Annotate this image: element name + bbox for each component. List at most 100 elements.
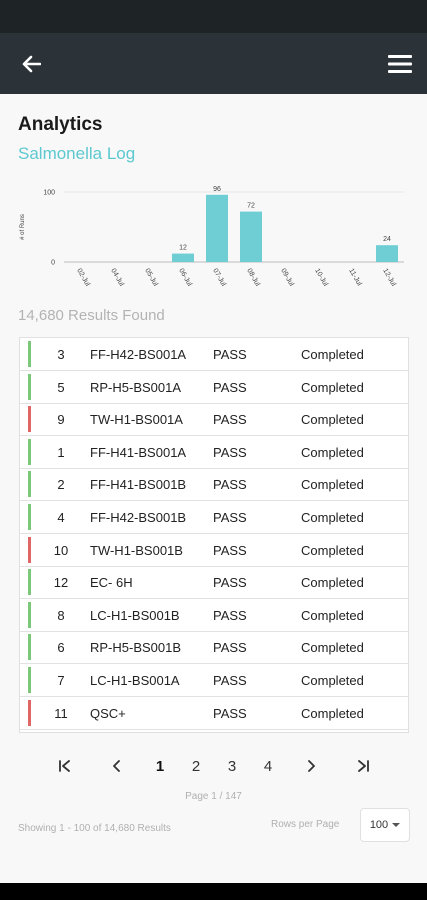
table-row[interactable]: 9 TW-H1-BS001A PASS Completed (20, 403, 408, 437)
row-status: Completed (301, 640, 364, 656)
row-number: 4 (57, 510, 65, 525)
back-button[interactable] (14, 49, 48, 79)
row-status-indicator (28, 699, 31, 726)
row-sample-id: FF-H42-BS001A (90, 347, 187, 362)
content-area: Analytics Salmonella Log # of Runs 0 100 02… (0, 94, 427, 883)
x-tick-label: 11-Jul (347, 268, 363, 288)
results-count: 14,680 Results Found (18, 307, 165, 324)
first-page-icon (59, 760, 70, 772)
row-status: Completed (301, 444, 364, 460)
bar-value-label: 12 (179, 245, 187, 252)
row-status-indicator (28, 406, 31, 433)
row-number: 6 (57, 640, 65, 656)
row-status-indicator (28, 634, 31, 661)
row-status-indicator (28, 569, 31, 596)
last-page-icon (358, 760, 369, 772)
y-tick-label: 0 (51, 260, 55, 267)
table-row[interactable]: 8 LC-H1-BS001B PASS Completed (20, 599, 408, 632)
menu-button[interactable] (385, 49, 415, 79)
row-number: 2 (57, 477, 65, 493)
table-row[interactable]: 11 QSC+ PASS Completed (20, 697, 408, 730)
row-sample-id: RP-H5-BS001B (90, 640, 182, 656)
showing-results-text: Showing 1 - 100 of 14,680 Results (18, 823, 171, 834)
next-page-button[interactable] (298, 753, 324, 779)
table-row[interactable]: 3 FF-H42-BS001A PASS Completed (20, 338, 408, 371)
row-result: PASS (213, 379, 247, 395)
rows-per-page-label: Rows per Page (271, 819, 340, 830)
app-bar (0, 33, 427, 94)
x-tick-label: 12-Jul (381, 268, 397, 288)
row-result: PASS (213, 542, 247, 558)
row-status-indicator (28, 373, 31, 400)
bar-value-label: 72 (247, 203, 255, 210)
row-sample-id: TW-H1-BS001B (90, 542, 183, 558)
row-status: Completed (301, 673, 364, 688)
caret-down-icon (392, 823, 401, 827)
x-tick-label: 06-Jul (177, 268, 193, 288)
x-tick-label: 07-Jul (211, 268, 227, 288)
table-row[interactable]: 6 RP-H5-BS001B PASS Completed (20, 631, 408, 665)
row-result: PASS (213, 510, 247, 525)
table-row[interactable]: 4 FF-H42-BS001B PASS Completed (20, 501, 408, 534)
table-row[interactable]: 1 FF-H41-BS001A PASS Completed (20, 436, 408, 469)
prev-page-button[interactable] (104, 753, 130, 779)
page-button-2[interactable]: 2 (191, 757, 201, 775)
row-result: PASS (213, 705, 247, 721)
row-result: PASS (213, 673, 247, 688)
table-row[interactable]: 5 RP-H5-BS001A PASS Completed (20, 371, 408, 404)
status-bar (0, 0, 427, 33)
chevron-right-icon (308, 760, 315, 772)
table-row[interactable]: 12 EC- 6H PASS Completed (20, 566, 408, 600)
page-button-4[interactable]: 4 (263, 757, 273, 775)
system-nav-bar (0, 883, 427, 900)
row-number: 8 (57, 607, 65, 623)
row-status-indicator (28, 504, 31, 530)
bar (206, 194, 228, 262)
row-number: 12 (53, 575, 69, 591)
page-button-3[interactable]: 3 (227, 757, 237, 775)
row-result: PASS (213, 444, 247, 460)
row-status: Completed (301, 477, 364, 493)
row-sample-id: FF-H41-BS001A (90, 444, 187, 460)
row-result: PASS (213, 640, 247, 656)
results-table: 3 FF-H42-BS001A PASS Completed 5 RP-H5-BS001A… (19, 337, 409, 733)
first-page-button[interactable] (52, 753, 78, 779)
row-number: 5 (57, 379, 65, 395)
row-status: Completed (301, 347, 364, 362)
y-axis-label: # of Runs (20, 214, 26, 240)
row-status: Completed (301, 607, 364, 623)
table-row[interactable]: 7 LC-H1-BS001A PASS Completed (20, 664, 408, 697)
row-status: Completed (301, 575, 364, 591)
row-status-indicator (28, 536, 31, 563)
chevron-left-icon (113, 760, 120, 772)
bar (240, 211, 262, 262)
row-status: Completed (301, 542, 364, 558)
bar (376, 245, 398, 262)
row-status: Completed (301, 379, 364, 395)
x-tick-label: 08-Jul (245, 268, 261, 288)
table-row[interactable]: 2 FF-H41-BS001B PASS Completed (20, 468, 408, 502)
row-sample-id: LC-H1-BS001A (90, 673, 180, 688)
row-status-indicator (28, 601, 31, 628)
row-result: PASS (213, 347, 247, 362)
runs-bar-chart: # of Runs 0 100 02-Jul 04-Jul 05-Jul 12 06-Jul 9… (20, 186, 404, 288)
x-tick-label: 05-Jul (143, 268, 159, 288)
row-number: 1 (57, 444, 65, 460)
row-result: PASS (213, 575, 247, 591)
x-tick-label: 09-Jul (279, 268, 295, 288)
bar-value-label: 96 (213, 186, 221, 193)
table-row[interactable]: 10 TW-H1-BS001B PASS Completed (20, 534, 408, 567)
last-page-button[interactable] (350, 753, 376, 779)
row-result: PASS (213, 412, 247, 428)
row-number: 11 (54, 705, 68, 721)
rows-per-page-select[interactable]: 100 (360, 808, 410, 842)
row-status: Completed (301, 510, 364, 525)
row-status-indicator (28, 667, 31, 693)
rows-per-page-value: 100 (369, 819, 389, 831)
row-sample-id: EC- 6H (90, 575, 133, 591)
row-sample-id: LC-H1-BS001B (90, 607, 180, 623)
row-sample-id: FF-H42-BS001B (90, 510, 187, 525)
page-button-1[interactable]: 1 (155, 757, 165, 775)
y-tick-label: 100 (43, 190, 55, 197)
row-status: Completed (301, 412, 364, 428)
